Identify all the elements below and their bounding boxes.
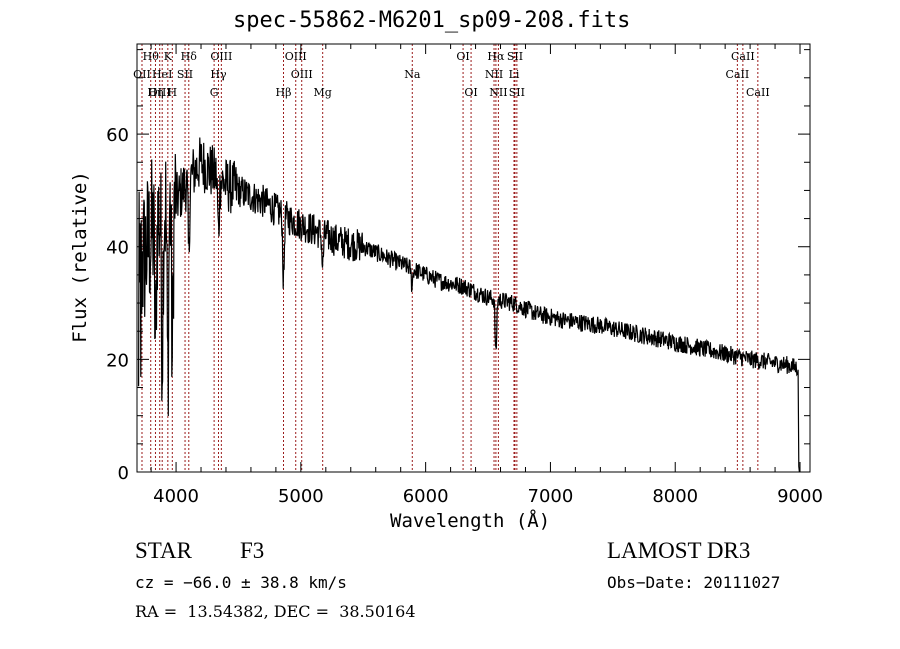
x-axis-ticks: 4000 5000 6000 7000 8000 9000 bbox=[150, 44, 823, 507]
x-tick-label: 7000 bbox=[528, 486, 574, 507]
line-marker-label: Hγ bbox=[210, 68, 227, 81]
redshift-info: cz = −66.0 ± 38.8 km/s bbox=[135, 573, 347, 592]
line-marker-label: OI bbox=[456, 50, 469, 63]
line-marker-label: SII bbox=[509, 86, 525, 99]
object-class: STAR bbox=[135, 538, 192, 563]
plot-frame bbox=[136, 43, 811, 473]
x-tick-label: 9000 bbox=[777, 486, 823, 507]
line-marker-label: SII bbox=[507, 50, 523, 63]
coordinates-info: RA = 13.54382, DEC = 38.50164 bbox=[135, 602, 416, 621]
y-tick-label: 40 bbox=[106, 238, 129, 259]
y-axis-ticks: 0 20 40 60 bbox=[106, 49, 810, 484]
line-marker-label: Li bbox=[509, 68, 520, 81]
line-marker-label: Mg bbox=[314, 86, 332, 99]
line-marker-label: OIII bbox=[291, 68, 313, 81]
line-marker-label: OIII bbox=[210, 50, 232, 63]
line-markers bbox=[141, 44, 759, 472]
line-marker-label: Hη bbox=[147, 86, 163, 99]
line-marker-label: CaII bbox=[731, 50, 755, 63]
line-marker-label: G bbox=[210, 86, 219, 99]
chart-title: spec-55862-M6201_sp09-208.fits bbox=[233, 8, 631, 33]
survey-name: LAMOST DR3 bbox=[607, 538, 751, 563]
line-marker-label: OIII bbox=[285, 50, 307, 63]
line-marker-label: OI bbox=[464, 86, 477, 99]
observation-date: Obs−Date: 20111027 bbox=[607, 573, 781, 592]
subclass: F3 bbox=[240, 538, 265, 563]
line-marker-label: Hβ bbox=[276, 86, 292, 99]
line-marker-label: CaII bbox=[726, 68, 750, 81]
line-marker-label: Hθ bbox=[143, 50, 160, 63]
line-marker-label: OIII bbox=[149, 86, 171, 99]
line-marker-label: Hα bbox=[487, 50, 505, 63]
spectrum-line bbox=[138, 137, 800, 473]
y-tick-label: 0 bbox=[118, 463, 129, 484]
line-marker-label: SII bbox=[177, 68, 193, 81]
line-marker-label: OII bbox=[133, 68, 151, 81]
line-marker-label: Na bbox=[404, 68, 421, 81]
x-tick-label: 4000 bbox=[153, 486, 199, 507]
y-tick-label: 60 bbox=[106, 125, 129, 146]
x-axis-label: Wavelength (Å) bbox=[390, 510, 551, 532]
x-tick-label: 6000 bbox=[403, 486, 449, 507]
x-tick-label: 8000 bbox=[652, 486, 698, 507]
line-marker-label: K bbox=[164, 50, 173, 63]
y-tick-label: 20 bbox=[106, 350, 129, 371]
y-axis-label: Flux (relative) bbox=[69, 171, 91, 343]
line-marker-label: CaII bbox=[746, 86, 770, 99]
line-marker-label: NII bbox=[485, 68, 503, 81]
line-marker-label: Hδ bbox=[181, 50, 198, 63]
x-tick-label: 5000 bbox=[278, 486, 324, 507]
line-marker-label: NII bbox=[489, 86, 507, 99]
line-marker-label: H bbox=[168, 86, 178, 99]
line-marker-label: HeI bbox=[152, 68, 172, 81]
